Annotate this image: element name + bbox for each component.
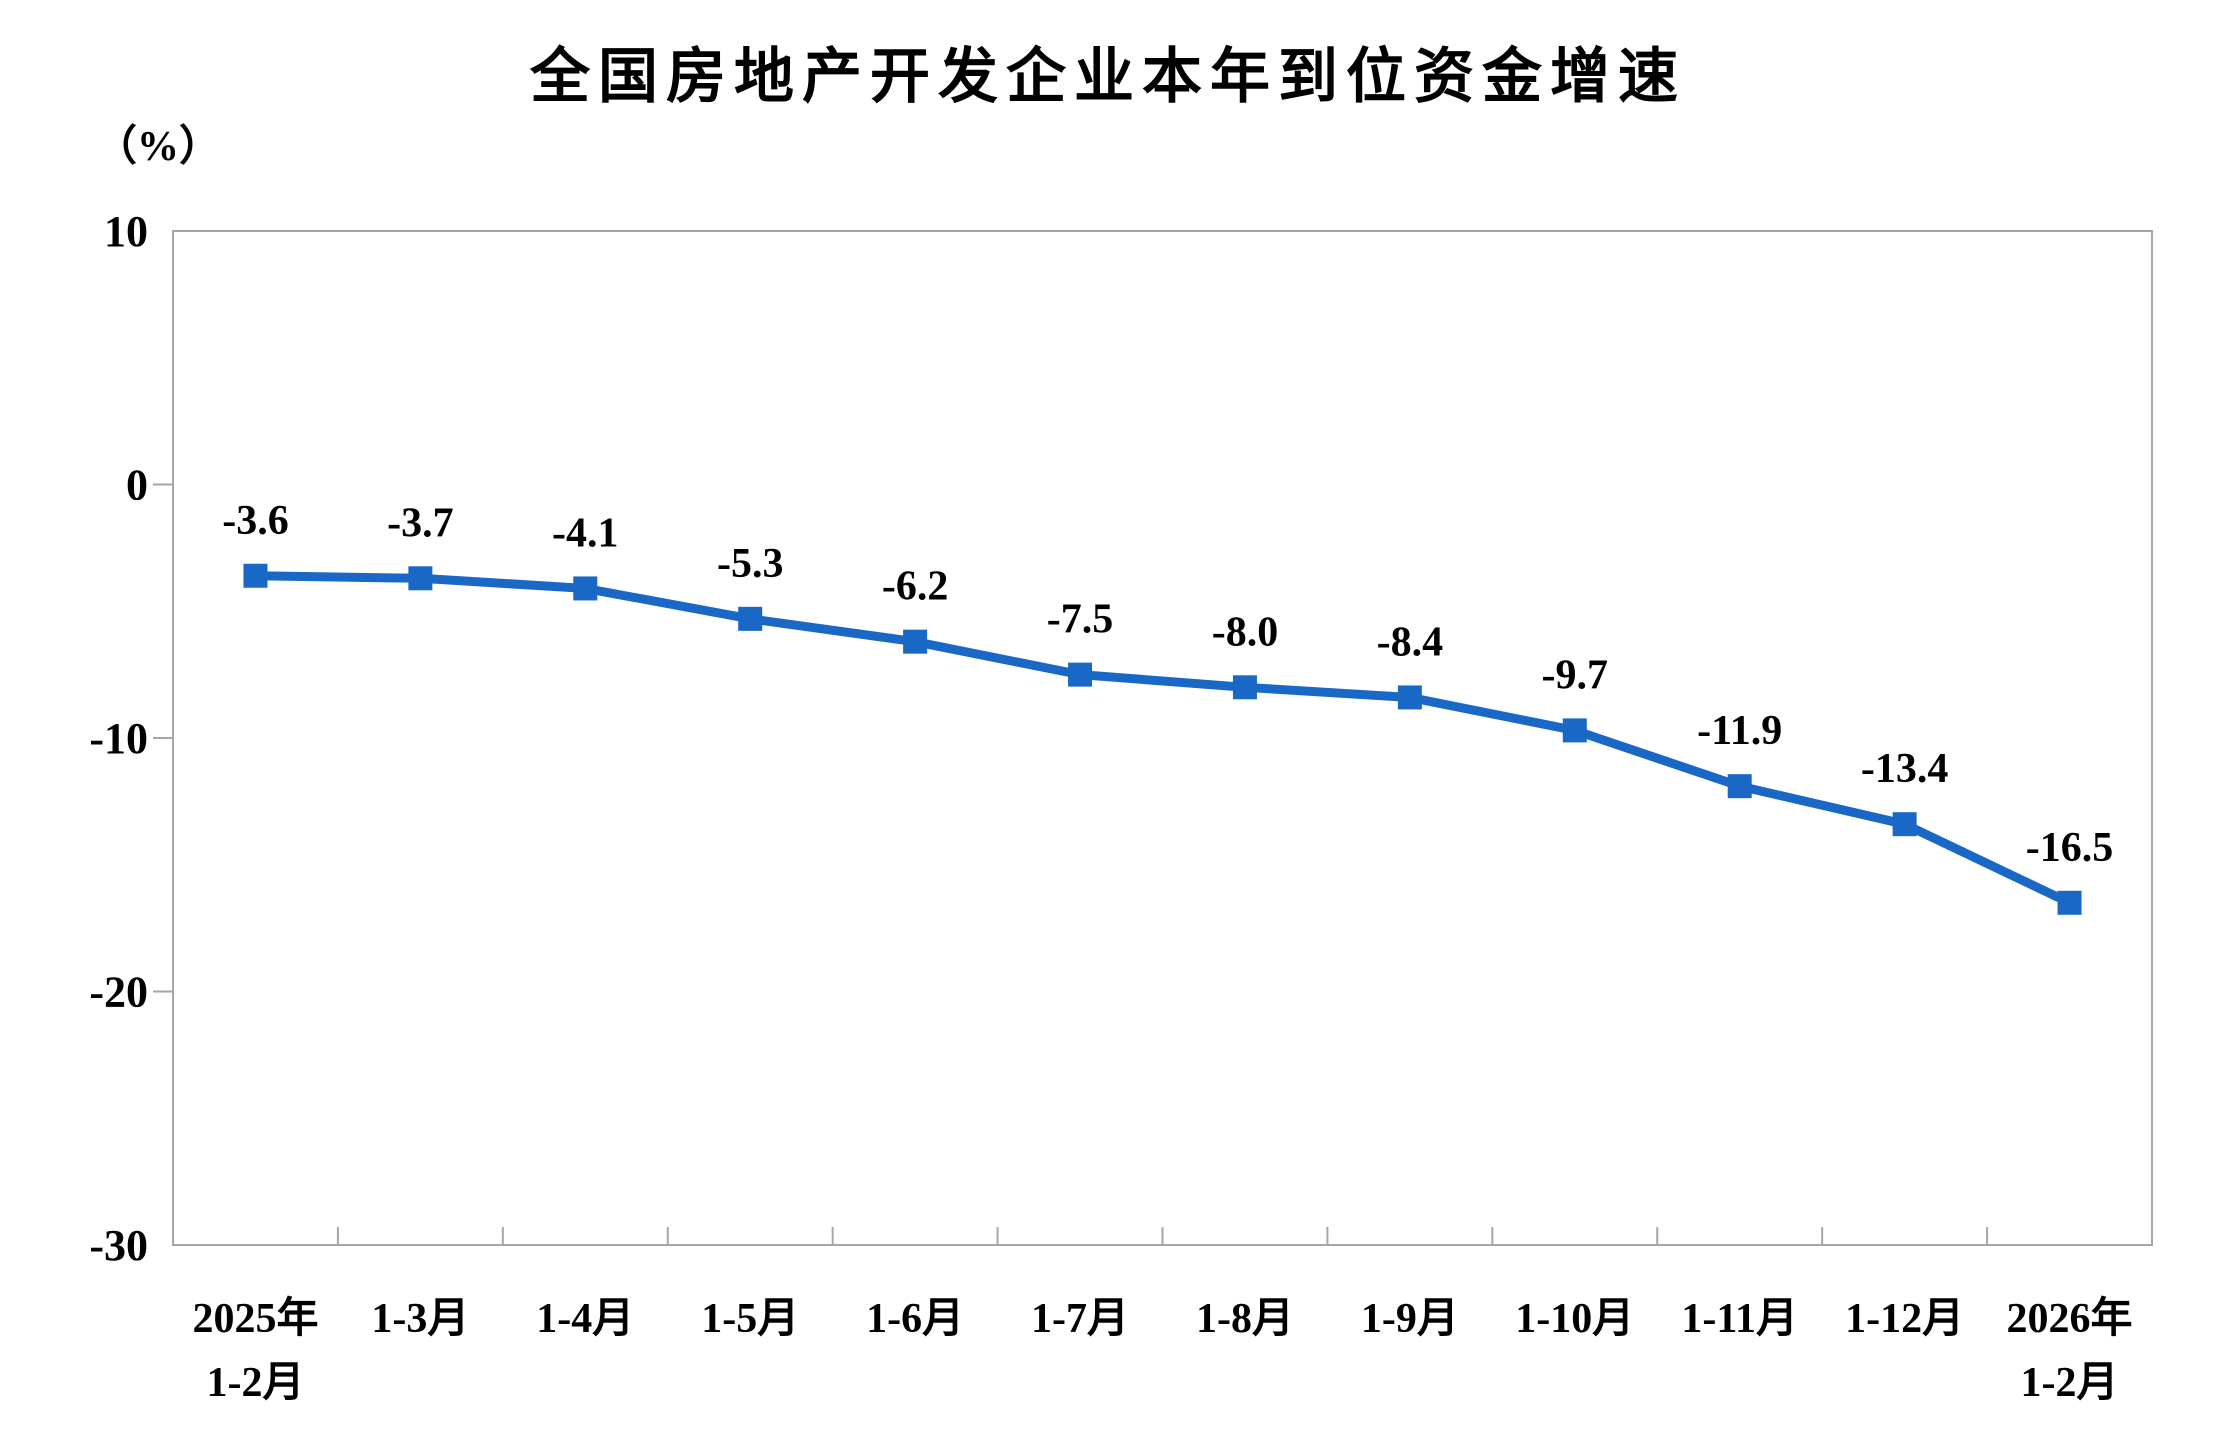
x-axis-category-label: 1-2月 xyxy=(2021,1360,2119,1406)
data-point-label: -6.2 xyxy=(882,564,949,610)
x-axis-category-label: 1-11月 xyxy=(1681,1296,1798,1342)
data-point-marker xyxy=(573,576,598,601)
data-point-marker xyxy=(1232,675,1257,700)
y-tick-label: -30 xyxy=(89,1221,148,1270)
x-axis-labels: 2025年 1-2月 1-3月 1-4月 1-5月 1-6月 1-7月 1-8月 1-9月 1-1… xyxy=(192,1295,2132,1406)
data-point-label: -8.0 xyxy=(1212,609,1279,655)
data-point-label: -13.4 xyxy=(1861,746,1949,792)
y-tick-label: 10 xyxy=(104,207,148,256)
x-axis-category-label: 2026年 xyxy=(2007,1295,2133,1342)
data-point-marker xyxy=(1892,812,1917,837)
x-axis-category-label: 1-5月 xyxy=(701,1296,799,1342)
x-axis-category-label: 2025年 xyxy=(192,1295,318,1342)
data-point-labels: -3.6 -3.7 -4.1 -5.3 -6.2 -7.5 -8.0 -8.4 -9.7 -11.… xyxy=(222,498,2113,871)
data-point-label: -7.5 xyxy=(1047,597,1114,643)
x-axis-category-label: 1-12月 xyxy=(1845,1296,1964,1342)
data-point-marker xyxy=(1727,774,1752,799)
x-axis-category-label: 1-2月 xyxy=(206,1360,304,1406)
x-axis-category-label: 1-7月 xyxy=(1031,1296,1129,1342)
data-point-label: -16.5 xyxy=(2026,825,2114,871)
x-axis-category-label: 1-4月 xyxy=(536,1296,634,1342)
x-axis-category-label: 1-10月 xyxy=(1515,1296,1634,1342)
data-series-line xyxy=(250,571,2075,908)
x-axis-category-label: 1-9月 xyxy=(1361,1296,1459,1342)
plot-border-rect xyxy=(172,230,2153,1246)
data-point-markers xyxy=(243,563,2082,915)
data-point-label: -11.9 xyxy=(1697,708,1782,754)
data-point-marker xyxy=(1397,685,1422,710)
plot-border xyxy=(172,230,2153,1246)
data-point-marker xyxy=(408,566,433,591)
chart-title: 全国房地产开发企业本年到位资金增速 xyxy=(530,42,1686,112)
y-axis-labels: 10 0 -10 -20 -30 xyxy=(89,207,148,1270)
x-axis-ticks xyxy=(336,1227,1989,1245)
y-tick-label: 0 xyxy=(126,461,148,510)
data-point-marker xyxy=(903,629,928,654)
series-polyline xyxy=(250,571,2075,908)
data-point-label: -9.7 xyxy=(1542,652,1609,698)
data-point-label: -5.3 xyxy=(717,541,784,587)
x-axis-category-label: 1-8月 xyxy=(1196,1296,1294,1342)
data-point-label: -4.1 xyxy=(552,510,619,556)
data-point-marker xyxy=(2057,890,2082,915)
data-point-label: -3.7 xyxy=(387,500,454,546)
data-point-marker xyxy=(243,563,268,588)
y-tick-label: -20 xyxy=(89,968,148,1017)
data-point-label: -3.6 xyxy=(222,498,289,544)
data-point-marker xyxy=(1068,662,1093,687)
y-axis-unit-label: （%） xyxy=(95,124,222,170)
x-axis-category-label: 1-6月 xyxy=(866,1296,964,1342)
y-axis-ticks xyxy=(153,483,173,993)
x-axis-category-label: 1-3月 xyxy=(371,1296,469,1342)
data-point-label: -8.4 xyxy=(1377,619,1444,665)
data-point-marker xyxy=(738,606,763,631)
y-tick-label: -10 xyxy=(89,714,148,763)
data-point-marker xyxy=(1562,718,1587,743)
